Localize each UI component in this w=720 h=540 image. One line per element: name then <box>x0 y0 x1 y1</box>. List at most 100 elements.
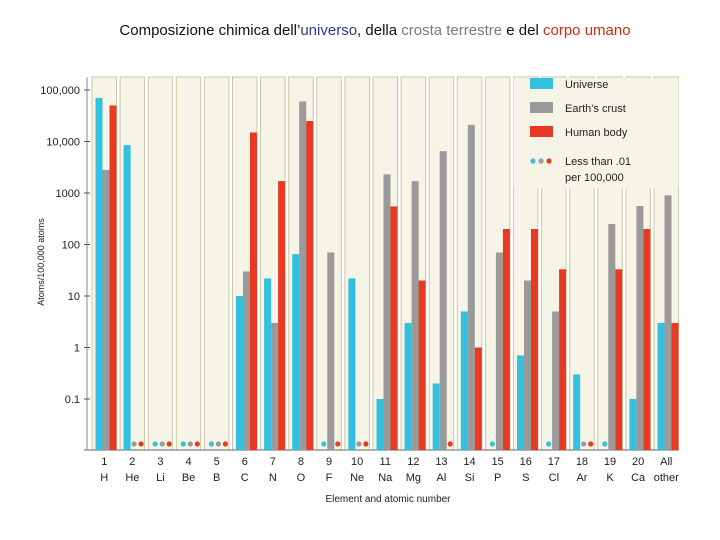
x-tick-symbol: Ar <box>576 472 587 484</box>
bar-human-body <box>559 269 567 450</box>
x-tick-symbol: Be <box>182 472 195 484</box>
bar-human-body <box>109 105 117 450</box>
less-than-dot <box>215 441 221 447</box>
less-than-dot <box>152 441 158 447</box>
y-tick-label: 1 <box>74 343 80 355</box>
less-than-dot <box>581 441 587 447</box>
legend-swatch <box>530 78 553 89</box>
x-tick-symbol: Ca <box>631 472 646 484</box>
bar-earth-s-crust <box>439 151 447 451</box>
x-tick-number: 8 <box>298 456 304 468</box>
x-tick-number: 12 <box>407 456 419 468</box>
title-crust: crosta terrestre <box>401 22 503 39</box>
x-tick-number: 7 <box>270 456 276 468</box>
x-tick-number: 1 <box>101 456 107 468</box>
bar-human-body <box>390 206 398 450</box>
x-tick-symbol: Si <box>465 472 475 484</box>
bar-universe <box>123 145 131 450</box>
bar-universe <box>573 374 581 450</box>
bar-universe <box>404 322 412 450</box>
bar-earth-s-crust <box>411 181 419 450</box>
x-tick-number: 15 <box>492 456 504 468</box>
bar-earth-s-crust <box>664 195 672 450</box>
bar-human-body <box>531 228 538 450</box>
y-tick-label: 10 <box>68 291 80 303</box>
title-part-3: e del <box>502 22 543 39</box>
x-tick-symbol: S <box>522 472 529 484</box>
x-tick-symbol: N <box>269 472 277 484</box>
bar-earth-s-crust <box>327 252 335 450</box>
legend-label: Universe <box>565 79 608 91</box>
y-tick-label: 100,000 <box>40 85 80 97</box>
bar-human-body <box>278 181 286 450</box>
x-tick-number: 20 <box>632 456 644 468</box>
x-tick-symbol: P <box>494 472 501 484</box>
bar-universe <box>460 311 468 450</box>
x-tick-number: 16 <box>520 456 532 468</box>
legend-less-than-dot <box>530 158 536 164</box>
less-than-dot <box>546 441 552 447</box>
bar-universe <box>264 278 272 450</box>
legend-label: Earth's crust <box>565 103 626 115</box>
bar-earth-s-crust <box>495 252 503 450</box>
legend-less-than-line-2: per 100,000 <box>565 172 624 184</box>
x-tick-number: 18 <box>576 456 588 468</box>
bar-earth-s-crust <box>383 174 391 450</box>
y-tick-label: 0.1 <box>65 394 80 406</box>
x-tick-symbol: Al <box>437 472 447 484</box>
less-than-dot <box>363 441 369 447</box>
bar-human-body <box>671 322 679 450</box>
less-than-dot <box>159 441 165 447</box>
x-tick-number: 11 <box>380 456 391 468</box>
y-tick-label: 1000 <box>56 188 80 200</box>
bar-universe <box>348 278 356 450</box>
x-axis-label: Element and atomic number <box>325 494 451 505</box>
x-tick-number: All <box>660 456 672 468</box>
legend-label: Human body <box>565 127 628 139</box>
less-than-dot <box>222 441 228 447</box>
bar-human-body <box>615 269 623 450</box>
bar-earth-s-crust <box>467 124 475 451</box>
x-tick-symbol: B <box>213 472 220 484</box>
bar-earth-s-crust <box>608 224 616 450</box>
bar-universe <box>236 296 243 450</box>
less-than-dot <box>447 441 453 447</box>
less-than-dot <box>180 441 186 447</box>
bar-universe <box>432 383 440 450</box>
bar-earth-s-crust <box>243 271 250 450</box>
x-tick-symbol: He <box>125 472 139 484</box>
less-than-dot <box>489 441 495 447</box>
x-tick-symbol: Ne <box>350 472 364 484</box>
column-panel <box>147 76 174 451</box>
x-tick-number: 19 <box>604 456 616 468</box>
x-tick-symbol: Mg <box>406 472 421 484</box>
x-tick-symbol: Li <box>156 472 165 484</box>
less-than-dot <box>335 441 341 447</box>
x-tick-number: 10 <box>351 456 363 468</box>
y-axis-label: Atoms/100,000 atoms <box>36 218 46 306</box>
bar-earth-s-crust <box>271 322 279 450</box>
bar-universe <box>657 322 665 450</box>
less-than-dot <box>321 441 327 447</box>
y-tick-label: 100 <box>62 240 80 252</box>
bar-universe <box>292 254 300 450</box>
x-tick-number: 4 <box>185 456 191 468</box>
bar-earth-s-crust <box>552 311 560 450</box>
x-tick-number: 6 <box>242 456 248 468</box>
legend-swatch <box>530 126 553 137</box>
legend-swatch <box>530 102 553 113</box>
bar-universe <box>95 97 103 450</box>
x-tick-number: 9 <box>326 456 332 468</box>
title-part-1: Composizione chimica dell’ <box>119 22 301 39</box>
bar-earth-s-crust <box>102 169 110 450</box>
x-tick-number: 14 <box>463 456 475 468</box>
x-tick-symbol: O <box>297 472 306 484</box>
legend-less-than-dot <box>538 158 544 164</box>
x-tick-number: 17 <box>548 456 560 468</box>
column-panel <box>203 76 230 451</box>
less-than-dot <box>187 441 193 447</box>
bar-human-body <box>643 228 651 450</box>
less-than-dot <box>131 441 137 447</box>
x-tick-number: 2 <box>129 456 135 468</box>
bar-earth-s-crust <box>524 280 531 450</box>
